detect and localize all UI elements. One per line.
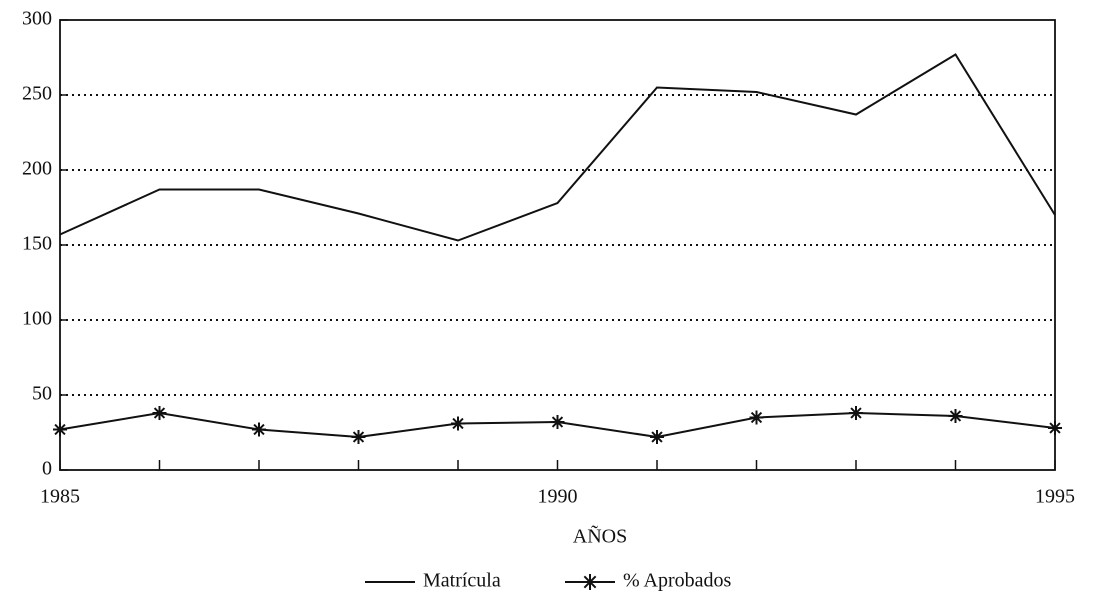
point-marker — [451, 416, 465, 431]
x-tick-label: 1985 — [40, 486, 80, 508]
plot-frame — [59, 19, 1056, 471]
y-tick-label: 250 — [22, 83, 52, 105]
series-line — [59, 53, 1056, 242]
y-tick-label: 100 — [22, 308, 52, 330]
point-marker — [550, 415, 565, 429]
point-marker — [351, 430, 366, 444]
point-marker — [152, 406, 167, 420]
legend-marker — [582, 574, 598, 590]
y-tick-label: 200 — [22, 158, 52, 180]
legend-label: % Aprobados — [623, 570, 732, 592]
point-marker — [53, 422, 67, 437]
x-tick-label: 1995 — [1035, 486, 1075, 508]
y-tick-label: 0 — [42, 458, 52, 480]
point-marker — [749, 410, 764, 425]
point-marker — [650, 430, 664, 444]
y-tick-label: 300 — [22, 8, 52, 30]
x-tick-label: 1990 — [538, 486, 578, 508]
legend-label: Matrícula — [423, 570, 501, 592]
x-axis-label: AÑOS — [573, 524, 627, 548]
point-marker — [1048, 421, 1062, 435]
point-marker — [849, 406, 863, 420]
y-tick-label: 150 — [22, 233, 52, 255]
point-marker — [252, 422, 266, 437]
point-marker — [948, 409, 963, 423]
y-tick-label: 50 — [32, 383, 52, 405]
